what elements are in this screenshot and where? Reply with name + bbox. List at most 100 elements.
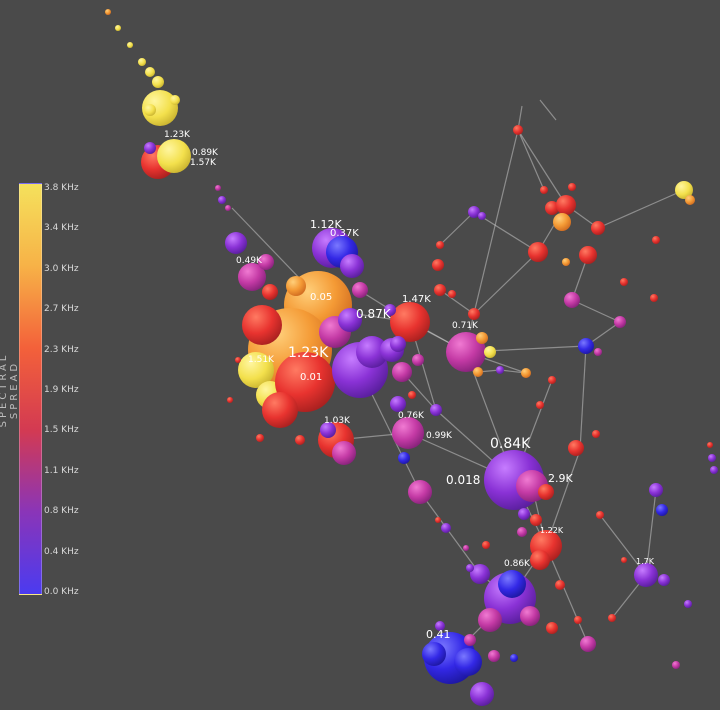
graph-node[interactable]	[517, 527, 527, 537]
graph-node[interactable]	[338, 308, 362, 332]
graph-node[interactable]	[510, 654, 518, 662]
graph-node[interactable]	[332, 441, 356, 465]
graph-node[interactable]	[463, 545, 469, 551]
graph-node[interactable]	[446, 332, 486, 372]
graph-node[interactable]	[432, 259, 444, 271]
graph-node[interactable]	[242, 305, 282, 345]
graph-node[interactable]	[390, 302, 430, 342]
graph-node[interactable]	[675, 181, 693, 199]
graph-node[interactable]	[392, 362, 412, 382]
graph-node[interactable]	[650, 294, 658, 302]
graph-node[interactable]	[580, 636, 596, 652]
graph-node[interactable]	[412, 354, 424, 366]
graph-node[interactable]	[157, 139, 191, 173]
graph-node[interactable]	[656, 504, 668, 516]
graph-node[interactable]	[520, 606, 540, 626]
graph-node[interactable]	[594, 348, 602, 356]
graph-node[interactable]	[634, 563, 658, 587]
graph-node[interactable]	[608, 614, 616, 622]
graph-node[interactable]	[262, 284, 278, 300]
graph-node[interactable]	[256, 434, 264, 442]
graph-node[interactable]	[476, 332, 488, 344]
graph-node[interactable]	[392, 417, 424, 449]
graph-node[interactable]	[144, 104, 156, 116]
graph-node[interactable]	[262, 392, 298, 428]
graph-node[interactable]	[435, 621, 445, 631]
graph-node[interactable]	[127, 42, 133, 48]
graph-node[interactable]	[528, 242, 548, 262]
graph-node[interactable]	[591, 221, 605, 235]
graph-node[interactable]	[340, 254, 364, 278]
graph-node[interactable]	[536, 401, 544, 409]
graph-node[interactable]	[478, 212, 486, 220]
graph-node[interactable]	[658, 574, 670, 586]
graph-node[interactable]	[707, 442, 713, 448]
graph-node[interactable]	[484, 346, 496, 358]
graph-node[interactable]	[708, 454, 716, 462]
graph-node[interactable]	[115, 25, 121, 31]
graph-node[interactable]	[574, 616, 582, 624]
graph-node[interactable]	[422, 642, 446, 666]
graph-node[interactable]	[142, 90, 178, 126]
graph-node[interactable]	[408, 391, 416, 399]
graph-node[interactable]	[488, 650, 500, 662]
graph-node[interactable]	[545, 201, 559, 215]
graph-node[interactable]	[564, 292, 580, 308]
graph-node[interactable]	[138, 58, 146, 66]
graph-node[interactable]	[556, 195, 576, 215]
graph-node[interactable]	[553, 213, 571, 231]
graph-node[interactable]	[614, 316, 626, 328]
graph-node[interactable]	[592, 430, 600, 438]
graph-node[interactable]	[562, 258, 570, 266]
graph-node[interactable]	[555, 580, 565, 590]
graph-node[interactable]	[356, 336, 388, 368]
graph-node[interactable]	[170, 95, 180, 105]
graph-node[interactable]	[238, 352, 274, 388]
graph-node[interactable]	[215, 185, 221, 191]
graph-node[interactable]	[152, 76, 164, 88]
graph-node[interactable]	[436, 241, 444, 249]
graph-node[interactable]	[530, 550, 550, 570]
graph-node[interactable]	[441, 523, 451, 533]
graph-node[interactable]	[225, 205, 231, 211]
graph-node[interactable]	[145, 67, 155, 77]
graph-node[interactable]	[468, 206, 480, 218]
graph-node[interactable]	[466, 564, 474, 572]
graph-node[interactable]	[649, 483, 663, 497]
graph-node[interactable]	[468, 308, 480, 320]
graph-node[interactable]	[434, 284, 446, 296]
graph-node[interactable]	[518, 508, 530, 520]
graph-node[interactable]	[652, 236, 660, 244]
graph-node[interactable]	[144, 142, 156, 154]
graph-node[interactable]	[568, 183, 576, 191]
graph-node[interactable]	[473, 367, 483, 377]
graph-node[interactable]	[579, 246, 597, 264]
graph-node[interactable]	[295, 435, 305, 445]
graph-node[interactable]	[568, 440, 584, 456]
graph-node[interactable]	[390, 336, 406, 352]
graph-node[interactable]	[352, 282, 368, 298]
graph-node[interactable]	[390, 396, 406, 412]
graph-node[interactable]	[672, 661, 680, 669]
graph-node[interactable]	[498, 570, 526, 598]
graph-node[interactable]	[521, 368, 531, 378]
graph-node[interactable]	[464, 634, 476, 646]
graph-node[interactable]	[496, 366, 504, 374]
graph-node[interactable]	[105, 9, 111, 15]
graph-node[interactable]	[398, 452, 410, 464]
graph-node[interactable]	[225, 232, 247, 254]
graph-node[interactable]	[227, 397, 233, 403]
graph-node[interactable]	[408, 480, 432, 504]
graph-node[interactable]	[320, 422, 336, 438]
graph-node[interactable]	[238, 263, 266, 291]
graph-node[interactable]	[540, 186, 548, 194]
graph-node[interactable]	[482, 541, 490, 549]
graph-node[interactable]	[538, 484, 554, 500]
graph-node[interactable]	[258, 254, 274, 270]
graph-node[interactable]	[548, 376, 556, 384]
graph-node[interactable]	[235, 357, 241, 363]
graph-node[interactable]	[620, 278, 628, 286]
graph-node[interactable]	[530, 514, 542, 526]
graph-node[interactable]	[286, 276, 306, 296]
